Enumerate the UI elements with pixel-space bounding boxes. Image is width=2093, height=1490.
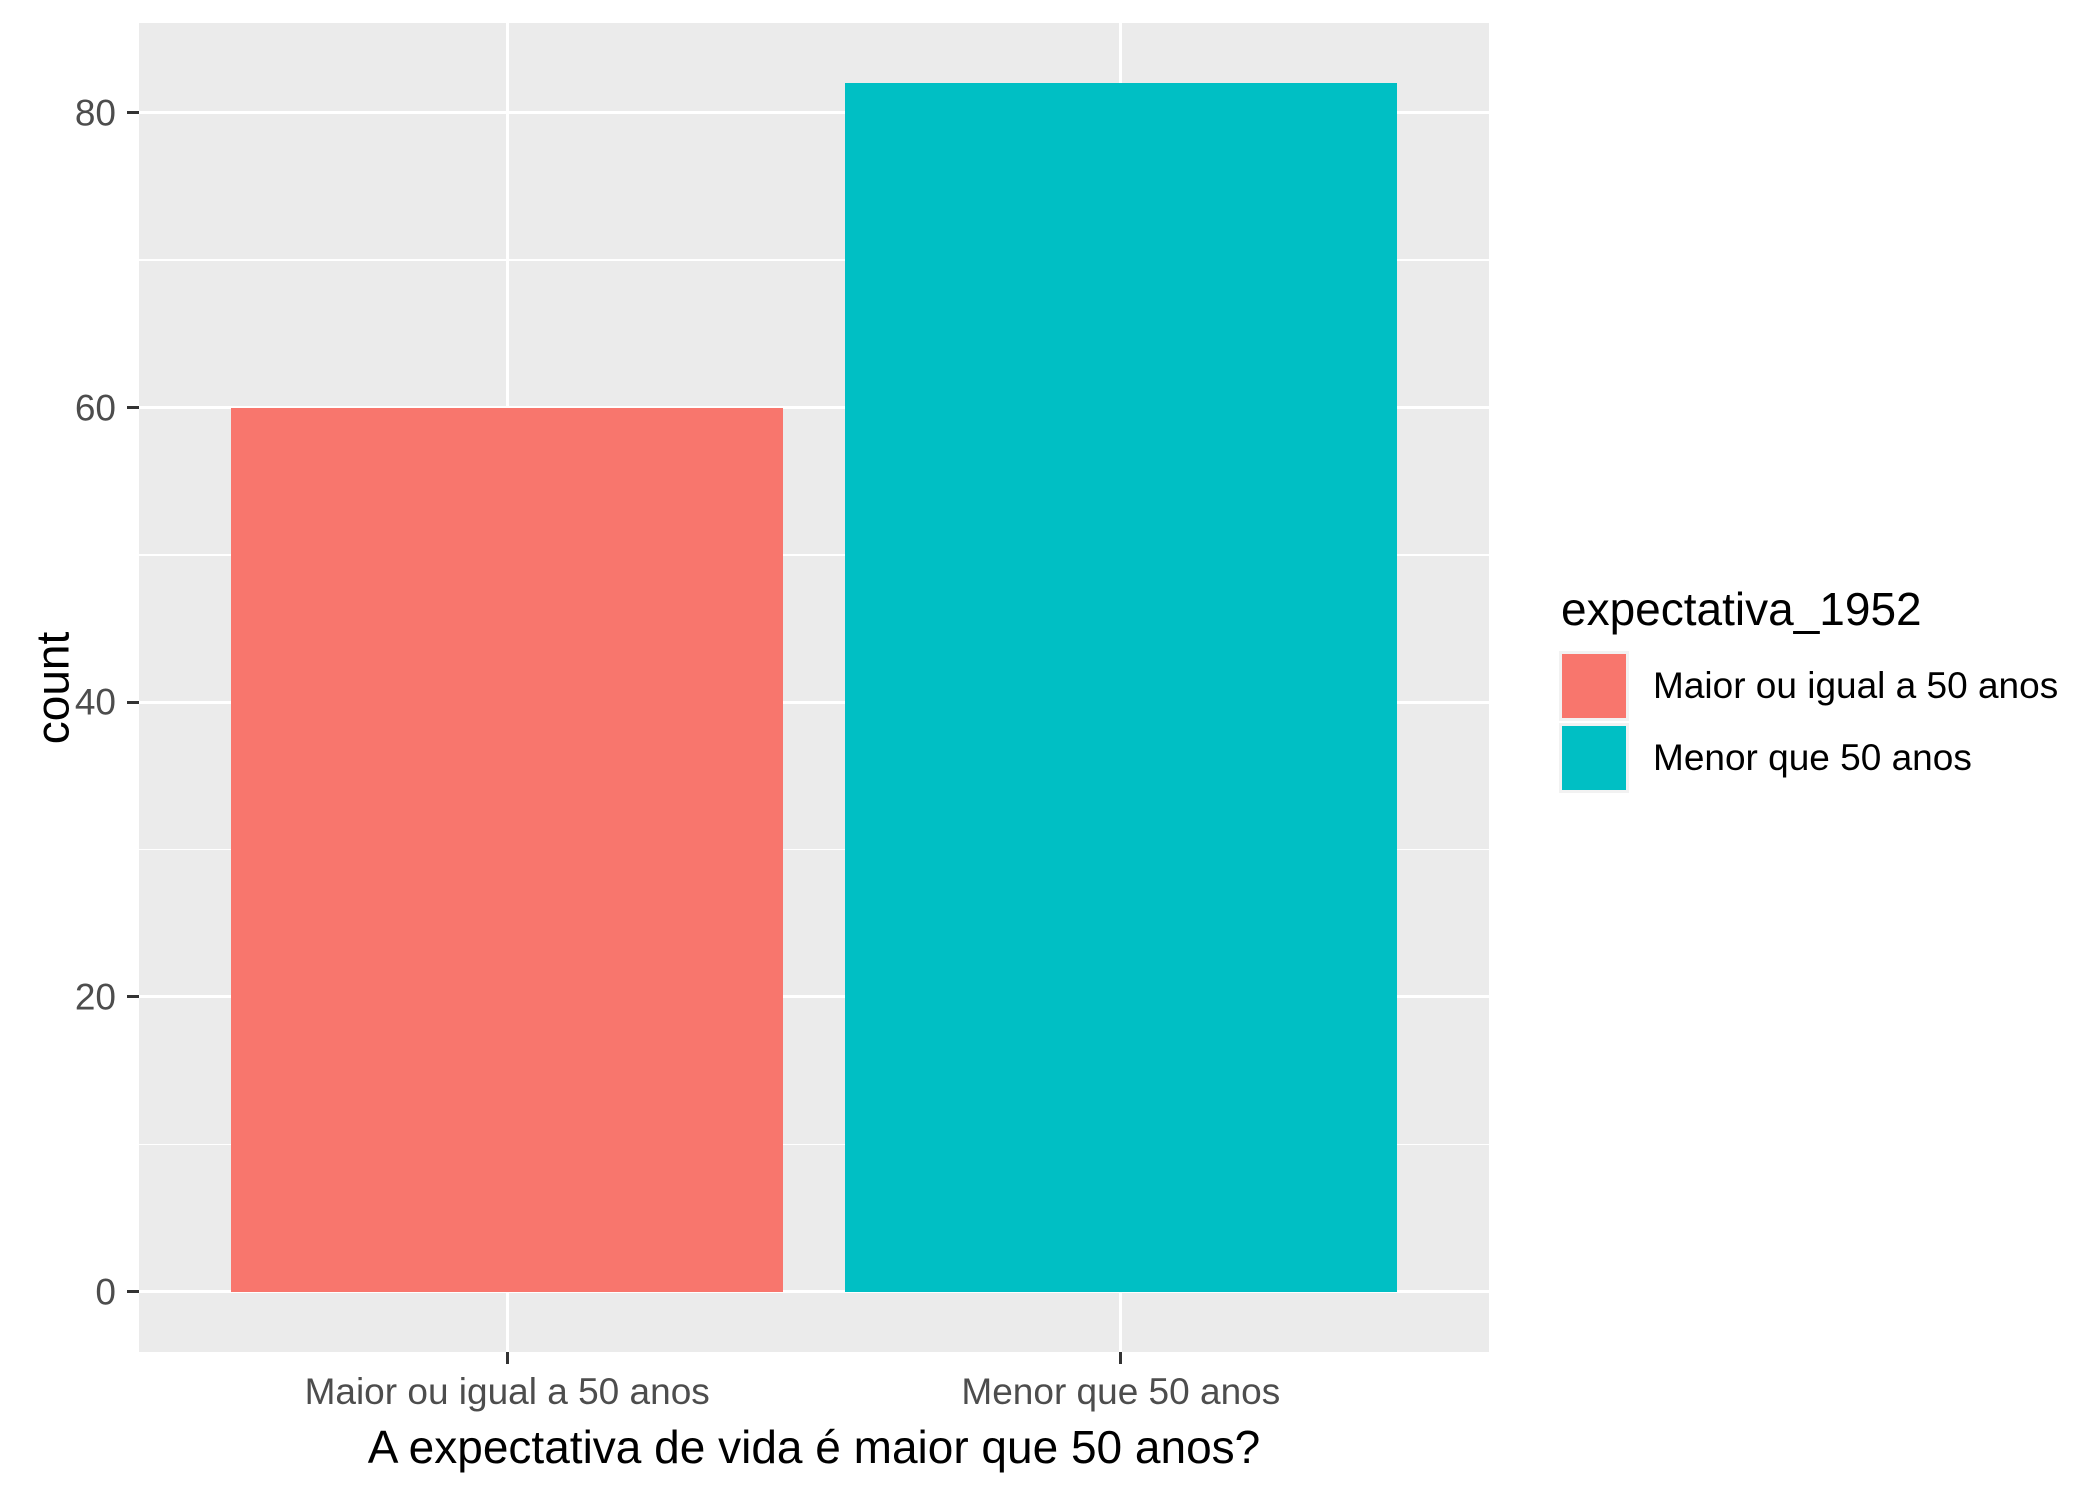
bar-1: [844, 83, 1397, 1292]
legend: expectativa_1952 Maior ou igual a 50 ano…: [1559, 585, 2058, 795]
y-tick-mark-60: [127, 406, 139, 410]
major-gridline-40: [139, 700, 1489, 704]
major-gridline-80: [139, 111, 1489, 115]
bar-0: [231, 407, 784, 1292]
bars-layer: [139, 23, 1489, 1352]
x-axis-title: A expectativa de vida é maior que 50 ano…: [367, 1421, 1261, 1473]
minor-gridline-10: [139, 1143, 1489, 1145]
y-tick-label-0: 0: [95, 1271, 116, 1313]
y-tick-mark-20: [127, 995, 139, 999]
y-tick-label-60: 60: [74, 387, 116, 429]
y-axis-tick-labels: 0 20 40 60 80: [0, 23, 116, 1352]
y-axis-tick-marks: [127, 23, 139, 1352]
major-gridline-60: [139, 406, 1489, 410]
y-tick-label-80: 80: [74, 92, 116, 134]
legend-label-0: Maior ou igual a 50 anos: [1653, 665, 2059, 706]
y-tick-label-20: 20: [74, 976, 116, 1018]
legend-keys: Maior ou igual a 50 anos Menor que 50 ano…: [1559, 651, 2058, 793]
y-tick-mark-40: [127, 700, 139, 704]
minor-gridline-70: [139, 259, 1489, 261]
x-tick-mark-1: [1119, 1352, 1123, 1364]
legend-entry-0: Maior ou igual a 50 anos: [1559, 651, 2058, 721]
y-tick-label-40: 40: [74, 681, 116, 723]
legend-swatch-0: [1559, 651, 1629, 721]
x-tick-mark-0: [505, 1352, 509, 1364]
major-gridline-20: [139, 995, 1489, 999]
minor-gridline-30: [139, 848, 1489, 851]
x-axis-tick-labels: Maior ou igual a 50 anos Menor que 50 ano…: [139, 1372, 1489, 1412]
legend-entry-1: Menor que 50 anos: [1559, 723, 2058, 793]
legend-swatch-1: [1559, 723, 1629, 793]
y-tick-mark-80: [127, 111, 139, 115]
minor-gridline-50: [139, 554, 1489, 556]
x-tick-label-1: Menor que 50 anos: [961, 1371, 1281, 1412]
x-tick-label-0: Maior ou igual a 50 anos: [304, 1371, 710, 1412]
legend-title: expectativa_1952: [1561, 583, 1922, 635]
legend-label-1: Menor que 50 anos: [1653, 737, 1972, 778]
major-gridline-0: [139, 1290, 1489, 1294]
y-tick-mark-0: [127, 1290, 139, 1294]
x-axis-tick-marks: [139, 1352, 1489, 1364]
plot-panel: [139, 23, 1489, 1352]
y-axis-title: count: [26, 631, 78, 745]
